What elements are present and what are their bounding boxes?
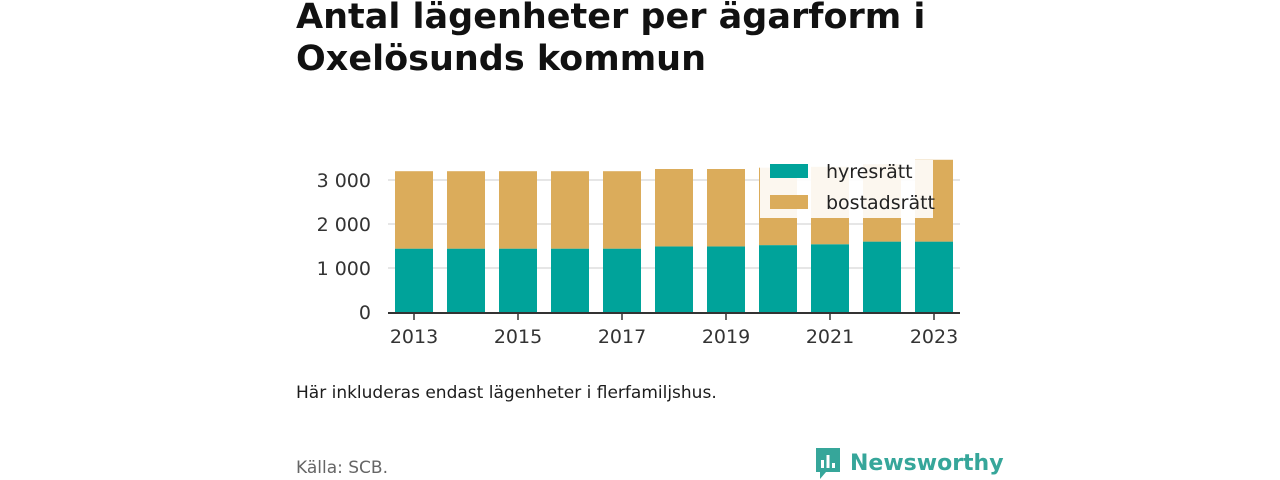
bar-segment-hyresratt <box>603 248 641 312</box>
y-tick-label: 1 000 <box>317 258 371 280</box>
chart-note: Här inkluderas endast lägenheter i flerf… <box>296 383 717 403</box>
x-tick-label: 2017 <box>598 326 646 348</box>
bar-segment-hyresratt <box>551 248 589 312</box>
x-tick-label: 2021 <box>806 326 854 348</box>
x-tick-label: 2019 <box>702 326 750 348</box>
bar-segment-bostadsratt <box>395 171 433 249</box>
bar-segment-hyresratt <box>395 248 433 312</box>
x-tick-label: 2015 <box>494 326 542 348</box>
bar-segment-hyresratt <box>499 248 537 312</box>
bar-segment-hyresratt <box>447 248 485 312</box>
y-tick-label: 0 <box>359 302 371 324</box>
y-tick-label: 3 000 <box>317 170 371 192</box>
x-tick-label: 2013 <box>390 326 438 348</box>
source-text: Källa: SCB. <box>296 458 388 478</box>
legend-swatch-hyresratt <box>770 164 808 178</box>
bar-segment-hyresratt <box>655 246 693 312</box>
bar-segment-bostadsratt <box>655 169 693 247</box>
bar-segment-bostadsratt <box>603 171 641 249</box>
y-tick-label: 2 000 <box>317 214 371 236</box>
bar-segment-bostadsratt <box>551 171 589 249</box>
x-tick-label: 2023 <box>910 326 958 348</box>
bar-chart-speech-bubble-icon <box>816 448 840 479</box>
bar-segment-bostadsratt <box>707 169 745 247</box>
legend-swatch-bostadsratt <box>770 195 808 209</box>
bar-segment-hyresratt <box>759 245 797 312</box>
legend-label: bostadsrätt <box>826 192 935 214</box>
bar-segment-bostadsratt <box>499 171 537 249</box>
bar-segment-hyresratt <box>811 244 849 312</box>
bar-segment-bostadsratt <box>447 171 485 249</box>
bar-segment-hyresratt <box>707 246 745 312</box>
bar-segment-hyresratt <box>915 241 953 312</box>
legend-label: hyresrätt <box>826 161 913 183</box>
newsworthy-logo: Newsworthy <box>814 446 1004 480</box>
brand-name: Newsworthy <box>850 450 1004 476</box>
chart-title: Antal lägenheter per ägarform i Oxelösun… <box>296 0 926 79</box>
bar-segment-hyresratt <box>863 241 901 312</box>
